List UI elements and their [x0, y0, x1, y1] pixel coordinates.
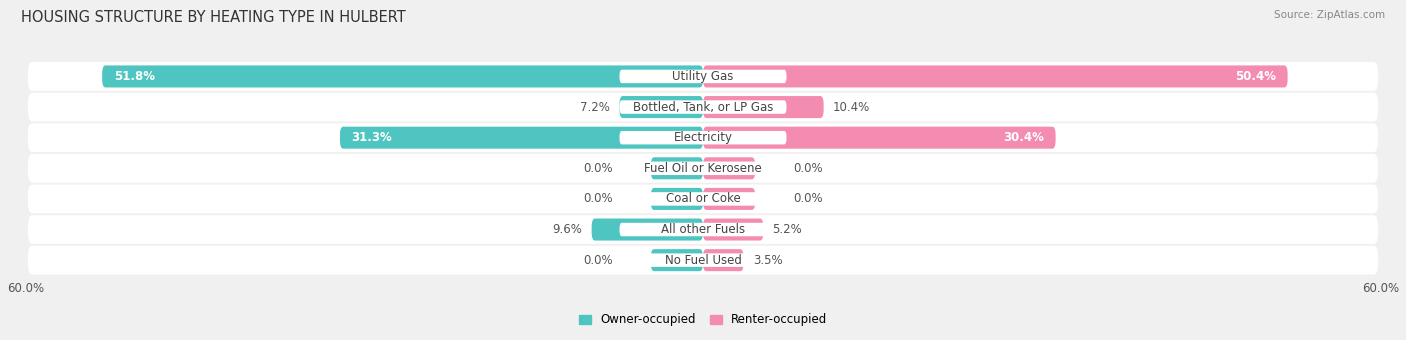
FancyBboxPatch shape	[103, 65, 703, 87]
Text: 0.0%: 0.0%	[793, 162, 823, 175]
FancyBboxPatch shape	[651, 249, 703, 271]
Text: 0.0%: 0.0%	[583, 162, 613, 175]
Text: 5.2%: 5.2%	[773, 223, 803, 236]
Text: 3.5%: 3.5%	[752, 254, 783, 267]
Text: 50.4%: 50.4%	[1234, 70, 1277, 83]
Text: HOUSING STRUCTURE BY HEATING TYPE IN HULBERT: HOUSING STRUCTURE BY HEATING TYPE IN HUL…	[21, 10, 406, 25]
FancyBboxPatch shape	[620, 223, 786, 236]
FancyBboxPatch shape	[620, 162, 786, 175]
FancyBboxPatch shape	[28, 246, 1378, 274]
FancyBboxPatch shape	[620, 192, 786, 206]
Text: Fuel Oil or Kerosene: Fuel Oil or Kerosene	[644, 162, 762, 175]
Text: 0.0%: 0.0%	[583, 254, 613, 267]
FancyBboxPatch shape	[28, 154, 1378, 183]
Text: 30.4%: 30.4%	[1002, 131, 1045, 144]
FancyBboxPatch shape	[703, 65, 1288, 87]
FancyBboxPatch shape	[28, 215, 1378, 244]
Text: 31.3%: 31.3%	[352, 131, 392, 144]
FancyBboxPatch shape	[620, 253, 786, 267]
Text: 10.4%: 10.4%	[832, 101, 870, 114]
FancyBboxPatch shape	[28, 185, 1378, 213]
FancyBboxPatch shape	[28, 62, 1378, 91]
FancyBboxPatch shape	[703, 157, 755, 179]
Text: 0.0%: 0.0%	[583, 192, 613, 205]
Text: Electricity: Electricity	[673, 131, 733, 144]
Text: 7.2%: 7.2%	[581, 101, 610, 114]
FancyBboxPatch shape	[703, 249, 744, 271]
FancyBboxPatch shape	[651, 188, 703, 210]
FancyBboxPatch shape	[620, 96, 703, 118]
Text: 60.0%: 60.0%	[1362, 282, 1399, 295]
FancyBboxPatch shape	[651, 157, 703, 179]
Text: No Fuel Used: No Fuel Used	[665, 254, 741, 267]
FancyBboxPatch shape	[620, 100, 786, 114]
FancyBboxPatch shape	[703, 127, 1056, 149]
Text: 51.8%: 51.8%	[114, 70, 155, 83]
FancyBboxPatch shape	[28, 123, 1378, 152]
FancyBboxPatch shape	[28, 93, 1378, 121]
FancyBboxPatch shape	[703, 219, 763, 241]
Text: 9.6%: 9.6%	[553, 223, 582, 236]
FancyBboxPatch shape	[620, 131, 786, 144]
Text: 60.0%: 60.0%	[7, 282, 44, 295]
Text: Coal or Coke: Coal or Coke	[665, 192, 741, 205]
Text: 0.0%: 0.0%	[793, 192, 823, 205]
FancyBboxPatch shape	[620, 70, 786, 83]
Text: All other Fuels: All other Fuels	[661, 223, 745, 236]
FancyBboxPatch shape	[592, 219, 703, 241]
Text: Bottled, Tank, or LP Gas: Bottled, Tank, or LP Gas	[633, 101, 773, 114]
FancyBboxPatch shape	[703, 188, 755, 210]
FancyBboxPatch shape	[703, 96, 824, 118]
Legend: Owner-occupied, Renter-occupied: Owner-occupied, Renter-occupied	[579, 313, 827, 326]
Text: Utility Gas: Utility Gas	[672, 70, 734, 83]
Text: Source: ZipAtlas.com: Source: ZipAtlas.com	[1274, 10, 1385, 20]
FancyBboxPatch shape	[340, 127, 703, 149]
